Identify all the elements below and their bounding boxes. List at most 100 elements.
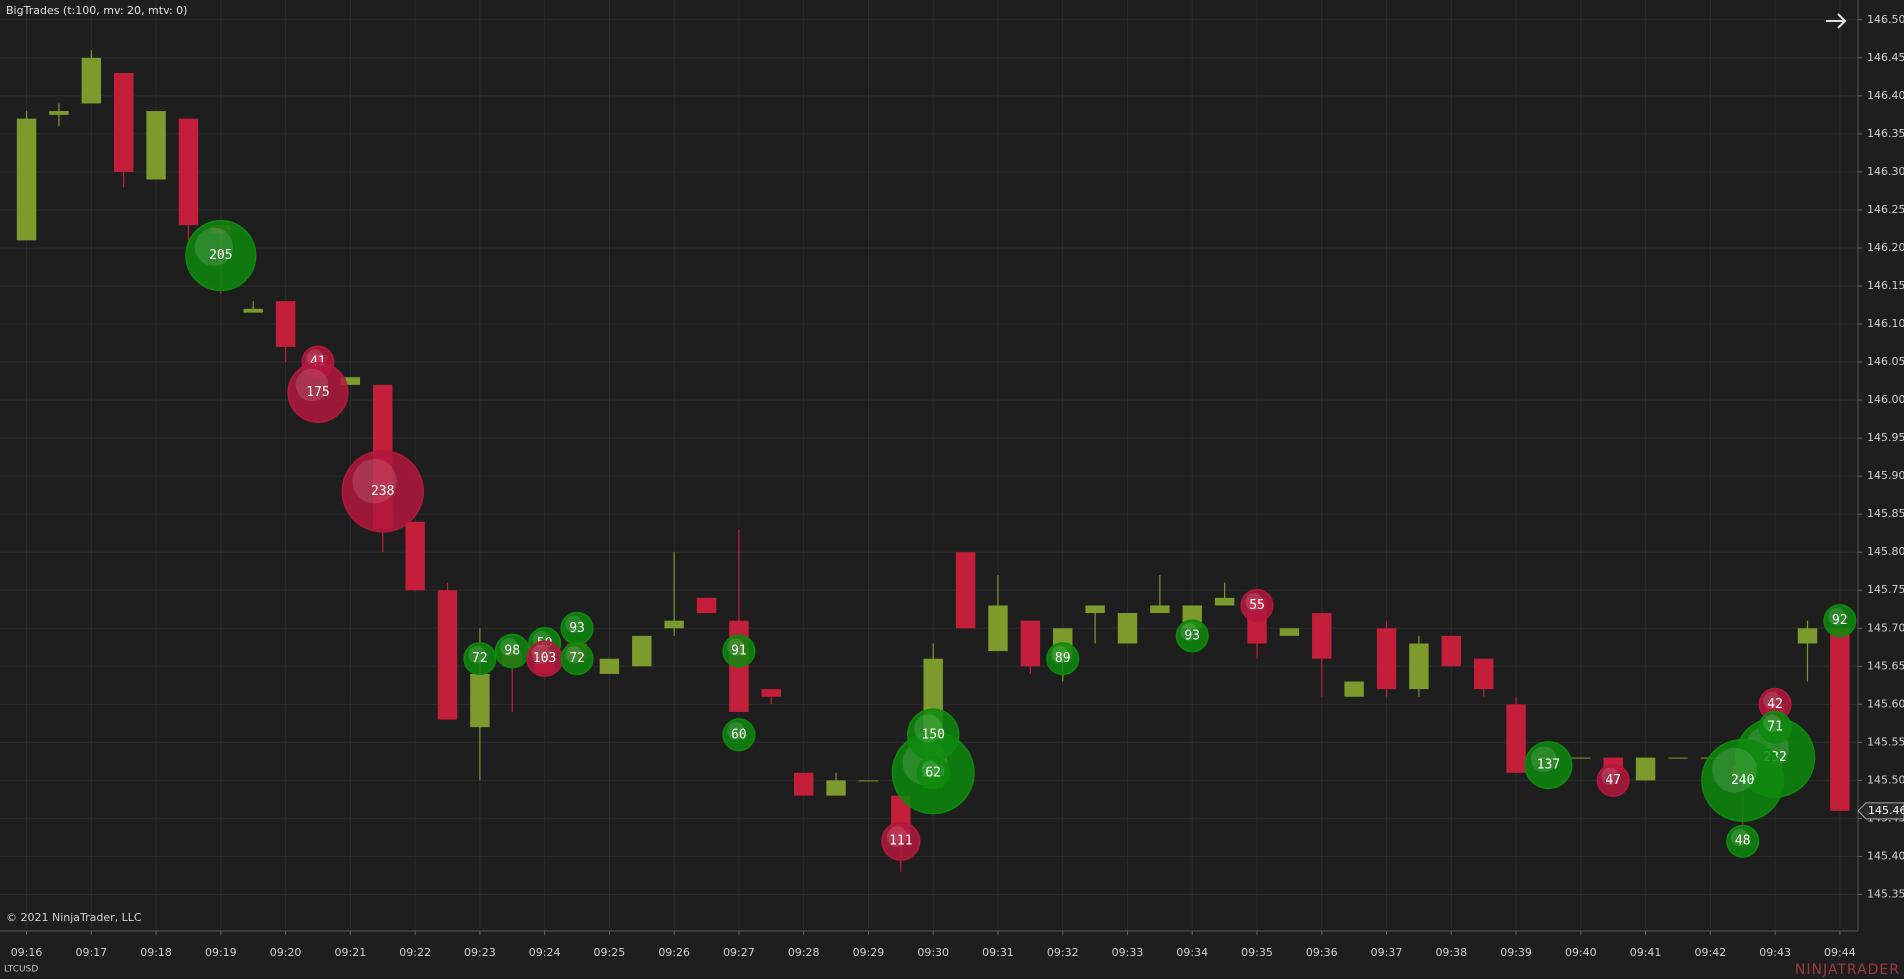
candle-body [1635, 757, 1656, 781]
bubble-highlight [1050, 646, 1069, 664]
candle-body [1797, 628, 1818, 644]
candle-body [664, 620, 684, 629]
candle-body [16, 118, 37, 241]
bubble-highlight [727, 638, 745, 656]
y-tick-label: 145.65 [1867, 659, 1904, 672]
bubble [1596, 763, 1630, 797]
y-tick-label: 146.00 [1867, 393, 1904, 406]
bubble-label: 103 [533, 651, 556, 666]
bubble [881, 821, 921, 861]
x-tick-label: 09:26 [658, 946, 690, 959]
y-tick-label: 145.95 [1867, 431, 1904, 444]
bubble-highlight [1763, 714, 1781, 732]
x-tick-label: 09:29 [853, 946, 885, 959]
x-tick-label: 09:37 [1371, 946, 1403, 959]
bubble-label: 62 [925, 765, 941, 780]
bubble [463, 642, 497, 676]
candle-body [826, 780, 846, 796]
x-tick-label: 09:22 [399, 946, 431, 959]
x-tick-label: 09:17 [75, 946, 107, 959]
y-tick-label: 146.05 [1867, 355, 1904, 368]
y-tick-label: 145.80 [1867, 545, 1904, 558]
bubble-label: 240 [1731, 773, 1754, 788]
bubble-highlight [1712, 747, 1758, 793]
bubble-label: 72 [472, 651, 488, 666]
x-tick-label: 09:35 [1241, 946, 1273, 959]
candle-body [1085, 605, 1105, 614]
candle-body [1376, 628, 1397, 690]
x-tick-label: 09:25 [594, 946, 626, 959]
y-tick-label: 145.55 [1867, 735, 1904, 748]
bubble [1701, 738, 1785, 822]
x-tick-label: 09:16 [11, 946, 43, 959]
candle-body [340, 377, 361, 385]
nav-arrow[interactable] [1826, 13, 1847, 29]
x-tick-label: 09:36 [1306, 946, 1338, 959]
candle-body [470, 673, 490, 728]
bubble-label: 91 [731, 644, 747, 659]
candle-body [178, 118, 199, 226]
candle-body [1830, 628, 1850, 811]
bubble-highlight [194, 227, 234, 267]
bubble [1524, 741, 1573, 790]
y-tick-label: 146.10 [1867, 317, 1904, 330]
candle-body [81, 57, 102, 104]
y-tick-label: 145.60 [1867, 697, 1904, 710]
y-tick-label: 146.35 [1867, 127, 1904, 140]
candle-body [1441, 635, 1462, 667]
bubble-label: 71 [1767, 720, 1783, 735]
bubble [1240, 588, 1274, 622]
y-tick-label: 146.40 [1867, 89, 1904, 102]
bubbles: 2054117523872985010393729160240150621118… [185, 219, 1857, 861]
bubble-highlight [565, 615, 583, 634]
candle-body [793, 772, 814, 796]
bubble-highlight [921, 760, 939, 778]
x-tick-label: 09:44 [1824, 946, 1856, 959]
x-tick-label: 09:32 [1047, 946, 1079, 959]
bubble [722, 634, 756, 668]
candle-body [146, 111, 166, 180]
x-tick-label: 09:27 [723, 946, 755, 959]
bubble-highlight [1245, 592, 1263, 611]
candle-body [243, 308, 263, 313]
bubble-label: 42 [1767, 697, 1783, 712]
bubble [916, 756, 950, 790]
bubble [287, 361, 349, 423]
bubble-highlight [565, 646, 583, 664]
bubble [560, 642, 594, 676]
axes: 145.35145.40145.45145.50145.55145.60145.… [0, 0, 1904, 959]
grid [0, 0, 1858, 931]
candle-body [599, 658, 620, 674]
y-tick-label: 146.20 [1867, 241, 1904, 254]
candle-body [988, 605, 1008, 652]
bubble-label: 89 [1055, 651, 1071, 666]
bubble-highlight [886, 826, 908, 847]
candle-body [1668, 757, 1688, 759]
y-tick-label: 145.40 [1867, 849, 1904, 862]
bubble [1726, 824, 1760, 858]
bubble [341, 450, 424, 533]
bubble-label: 238 [371, 484, 394, 499]
y-tick-label: 145.35 [1867, 887, 1904, 900]
chart-title: BigTrades (t:100, mv: 20, mtv: 0) [6, 4, 187, 17]
y-tick-label: 145.75 [1867, 583, 1904, 596]
candle-body [49, 111, 69, 115]
candle-body [858, 780, 879, 782]
y-tick-label: 145.85 [1867, 507, 1904, 520]
bubble-highlight [1828, 608, 1846, 626]
last-price-marker [1857, 802, 1904, 820]
x-tick-label: 09:42 [1694, 946, 1726, 959]
y-tick-label: 146.25 [1867, 203, 1904, 216]
x-tick-label: 09:21 [335, 946, 367, 959]
bubble-label: 98 [504, 644, 520, 659]
y-tick-label: 146.15 [1867, 279, 1904, 292]
bubble-label: 137 [1537, 758, 1560, 773]
bubble-label: 48 [1735, 834, 1751, 849]
candle-body [1117, 613, 1138, 644]
candle-body [1473, 658, 1494, 690]
bubble-label: 93 [1184, 628, 1200, 643]
x-tick-label: 09:30 [917, 946, 949, 959]
bubble-highlight [531, 644, 551, 664]
bubble-highlight [468, 646, 486, 664]
x-tick-label: 09:43 [1759, 946, 1791, 959]
